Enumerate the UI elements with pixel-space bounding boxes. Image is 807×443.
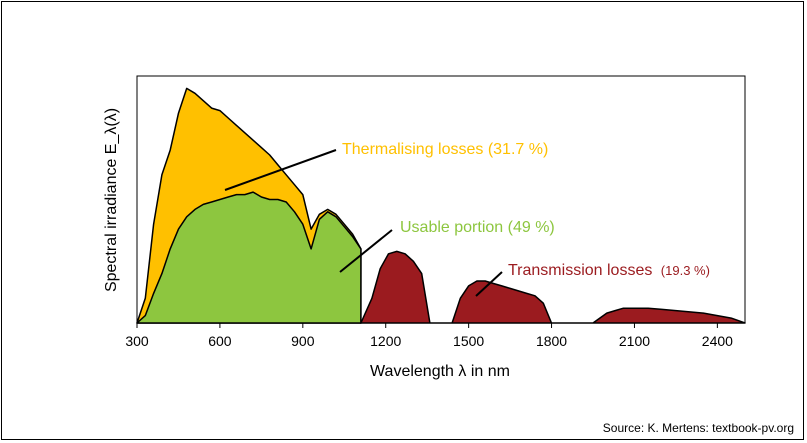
- x-tick-label: 900: [291, 333, 315, 349]
- x-tick-label: 300: [125, 333, 149, 349]
- x-tick-label: 2100: [619, 333, 650, 349]
- usable-area: [136, 191, 362, 324]
- transmission-label-pct: (19.3 %): [661, 263, 710, 278]
- usable-leader-line: [339, 229, 393, 273]
- area-layer: [136, 87, 746, 324]
- thermalising-label: Thermalising losses (31.7 %): [342, 141, 548, 158]
- x-tick-label: 600: [208, 333, 232, 349]
- y-axis-label: Spectral irradiance E_λ(λ): [103, 108, 120, 292]
- x-tick-label: 1500: [453, 333, 484, 349]
- transmission-label-main: Transmission losses: [508, 262, 652, 279]
- transmission-leader-line: [475, 271, 503, 297]
- thermalising-leader-line: [224, 149, 337, 191]
- x-tick-label: 1200: [370, 333, 401, 349]
- x-axis-ticks: 300 600 900 1200 1500 1800 2100 2400: [125, 323, 733, 349]
- x-tick-label: 1800: [536, 333, 567, 349]
- transmission-label: Transmission losses (19.3 %): [508, 262, 710, 279]
- x-tick-label: 2400: [702, 333, 733, 349]
- usable-label: Usable portion (49 %): [400, 219, 555, 236]
- source-credit: Source: K. Mertens: textbook-pv.org: [603, 421, 794, 435]
- transmission-area: [360, 250, 746, 324]
- x-axis-label: Wavelength λ in nm: [370, 363, 510, 380]
